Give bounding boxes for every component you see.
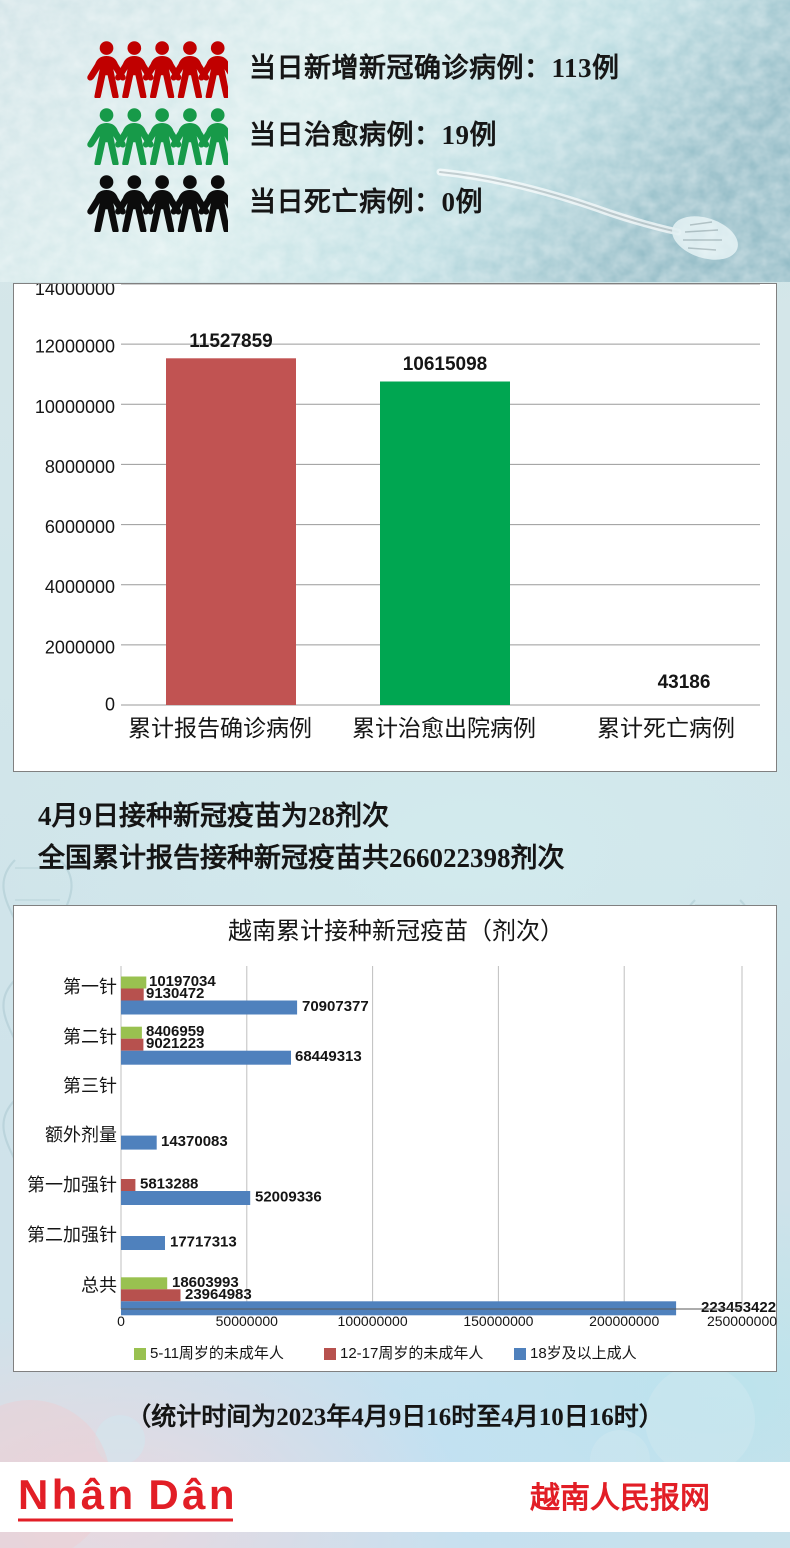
svg-text:9021223: 9021223 (146, 1035, 204, 1052)
svg-text:12-17周岁的未成年人: 12-17周岁的未成年人 (340, 1345, 483, 1362)
svg-text:总共: 总共 (81, 1275, 117, 1295)
svg-text:100000000: 100000000 (338, 1313, 408, 1329)
svg-text:累计死亡病例: 累计死亡病例 (597, 715, 735, 741)
svg-text:第二针: 第二针 (63, 1027, 117, 1047)
svg-text:越南人民报网: 越南人民报网 (530, 1482, 710, 1515)
svg-text:第一加强针: 第一加强针 (27, 1175, 117, 1195)
svg-text:70907377: 70907377 (302, 998, 369, 1015)
svg-text:0: 0 (105, 695, 115, 715)
svg-text:150000000: 150000000 (463, 1313, 533, 1329)
svg-text:第三针: 第三针 (63, 1076, 117, 1096)
svg-text:5-11周岁的未成年人: 5-11周岁的未成年人 (150, 1345, 284, 1362)
svg-text:200000000: 200000000 (589, 1313, 659, 1329)
svg-text:Nhân Dân: Nhân Dân (18, 1471, 233, 1518)
svg-text:2000000: 2000000 (45, 637, 115, 657)
svg-text:6000000: 6000000 (45, 517, 115, 537)
svg-text:10000000: 10000000 (35, 397, 115, 417)
svg-text:250000000: 250000000 (707, 1313, 777, 1329)
svg-text:累计治愈出院病例: 累计治愈出院病例 (352, 715, 536, 741)
svg-text:4000000: 4000000 (45, 577, 115, 597)
svg-text:累计报告确诊病例: 累计报告确诊病例 (128, 715, 312, 741)
svg-text:17717313: 17717313 (170, 1234, 237, 1251)
svg-text:额外剂量: 额外剂量 (45, 1125, 117, 1145)
svg-text:10615098: 10615098 (403, 354, 488, 375)
svg-text:43186: 43186 (658, 672, 711, 693)
svg-text:14370083: 14370083 (161, 1133, 228, 1150)
svg-text:12000000: 12000000 (35, 337, 115, 357)
svg-text:52009336: 52009336 (255, 1189, 322, 1206)
svg-text:18岁及以上成人: 18岁及以上成人 (530, 1345, 637, 1362)
svg-text:5813288: 5813288 (140, 1176, 198, 1193)
svg-text:8000000: 8000000 (45, 457, 115, 477)
svg-text:9130472: 9130472 (146, 985, 204, 1002)
svg-text:越南累计接种新冠疫苗（剂次）: 越南累计接种新冠疫苗（剂次） (228, 918, 564, 945)
svg-text:第二加强针: 第二加强针 (27, 1225, 117, 1245)
svg-text:11527859: 11527859 (189, 331, 273, 352)
svg-text:0: 0 (117, 1313, 125, 1329)
svg-text:68449313: 68449313 (295, 1048, 362, 1065)
svg-text:50000000: 50000000 (216, 1313, 279, 1329)
svg-text:23964983: 23964983 (185, 1286, 252, 1303)
svg-text:14000000: 14000000 (35, 284, 115, 299)
svg-text:第一针: 第一针 (63, 977, 117, 997)
